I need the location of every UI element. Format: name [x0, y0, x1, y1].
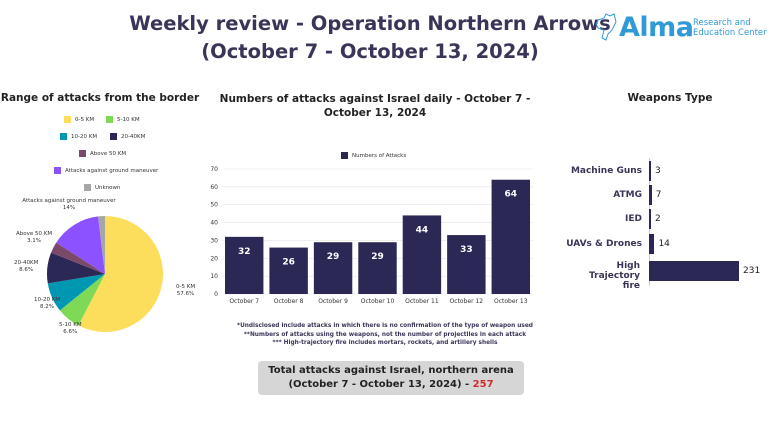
legend-item: 10-20 KM [60, 133, 97, 140]
pie-chart [47, 216, 164, 332]
bar-value-label: 33 [460, 245, 473, 255]
x-tick-label: October 9 [318, 298, 348, 305]
weapon-label: UAVs & Drones [566, 239, 642, 249]
pie-slice [56, 216, 105, 274]
legend-item: 20-40KM [110, 133, 145, 140]
pie-data-label: 20-40KM 8.6% [14, 260, 39, 273]
bar [402, 215, 442, 294]
pie-slice [51, 242, 105, 274]
legend-label: 0-5 KM [75, 116, 95, 123]
legend-label: Above 50 KM [90, 150, 127, 157]
bar [313, 242, 353, 294]
bar [269, 247, 308, 294]
y-tick-label: 0 [214, 291, 218, 298]
pie-data-label: 10-20 KM 8.2% [34, 297, 61, 310]
page-title: Weekly review - Operation Northern Arrow… [120, 10, 620, 66]
bar [358, 242, 397, 294]
legend-label: 20-40KM [121, 133, 146, 140]
x-tick-label: October 12 [450, 298, 484, 305]
x-tick-label: October 8 [274, 298, 304, 305]
x-tick-label: October 13 [494, 298, 528, 305]
legend-item: 5-10 KM [106, 116, 140, 123]
note-3: *** High-trajectory fire includes mortar… [272, 340, 498, 346]
pie-slice [47, 274, 105, 311]
pie-data-label: Attacks against ground maneuver 14% [22, 198, 116, 211]
pie-data-label: 0-5 KM 57.6% [176, 284, 196, 297]
x-tick-label: October 10 [361, 298, 395, 305]
map-outline-icon [595, 13, 617, 41]
pie-slice [78, 216, 164, 332]
weapon-value: 2 [655, 214, 661, 224]
pie-data-label: Above 50 KM 3.1% [16, 231, 53, 244]
total-attacks-box: Total attacks against Israel, northern a… [258, 361, 524, 395]
legend-item: Unknown [84, 184, 121, 191]
footnotes: *Undisclosed include attacks in which th… [220, 322, 550, 348]
weapon-label: ATMG [613, 190, 642, 200]
total-value: 257 [472, 379, 494, 390]
bar-value-label: 29 [327, 252, 340, 262]
legend-item: 0-5 KM [64, 116, 94, 123]
weapon-value: 7 [655, 190, 662, 200]
weapon-label: High Trajectory fire [589, 261, 640, 291]
y-tick-label: 50 [210, 202, 218, 209]
weapon-label: Machine Guns [570, 166, 642, 176]
logo-text: Alma [619, 12, 694, 43]
title-line-1: Weekly review - Operation Northern Arrow… [129, 12, 611, 35]
weapon-bar [649, 209, 651, 229]
weapon-bar [649, 161, 651, 181]
weapon-bar [649, 185, 652, 205]
logo-subtitle: Research and Education Center [693, 18, 767, 38]
y-tick-label: 10 [210, 273, 218, 280]
note-2: **Numbers of attacks using the weapons, … [243, 331, 527, 338]
weapon-bar [649, 261, 739, 281]
legend-item: Attacks against ground maneuver [54, 167, 158, 174]
weapons-title: Weapons Type [627, 92, 713, 104]
pie-slice [47, 252, 105, 284]
weapon-value: 231 [743, 266, 761, 276]
legend-label: 5-10 KM [117, 116, 140, 123]
bar-value-label: 32 [238, 247, 251, 257]
bar-value-label: 64 [505, 190, 518, 200]
bar-legend: Numbers of Attacks [341, 152, 406, 159]
weapon-value: 3 [655, 166, 661, 176]
pie-slice [59, 274, 105, 326]
bar-value-label: 26 [282, 258, 295, 268]
bar [491, 179, 530, 294]
y-tick-label: 70 [210, 166, 218, 173]
bar [447, 235, 486, 294]
bar-value-label: 44 [416, 225, 429, 235]
y-tick-label: 20 [210, 255, 218, 262]
legend-label: 10-20 KM [71, 133, 98, 140]
bar-value-label: 29 [371, 252, 384, 262]
title-line-2: (October 7 - October 13, 2024) [201, 40, 539, 63]
x-tick-label: October 11 [405, 298, 439, 305]
pie-title: Range of attacks from the border [0, 92, 200, 104]
weapon-label: IED [625, 214, 642, 224]
x-tick-label: October 7 [229, 298, 259, 305]
alma-logo: Alma Research and Education Center [592, 10, 768, 46]
legend-label: Attacks against ground maneuver [65, 167, 159, 174]
weapon-value: 14 [658, 239, 670, 249]
bar-chart: 0 10 20 30 40 50 60 70 32 October 7 26 October 8 29 O… [210, 166, 533, 305]
bar [225, 236, 264, 294]
weapon-bar [649, 234, 655, 254]
bar-title: Numbers of attacks against Israel daily … [219, 93, 531, 119]
pie-slice [98, 216, 105, 274]
legend-label: Unknown [95, 184, 121, 191]
legend-item: Above 50 KM [79, 150, 126, 157]
y-tick-label: 30 [210, 237, 218, 244]
pie-data-label: 5-10 KM 6.6% [59, 322, 82, 335]
y-tick-label: 60 [210, 184, 218, 191]
y-tick-label: 40 [210, 220, 218, 227]
note-1: *Undisclosed include attacks in which th… [237, 323, 533, 329]
